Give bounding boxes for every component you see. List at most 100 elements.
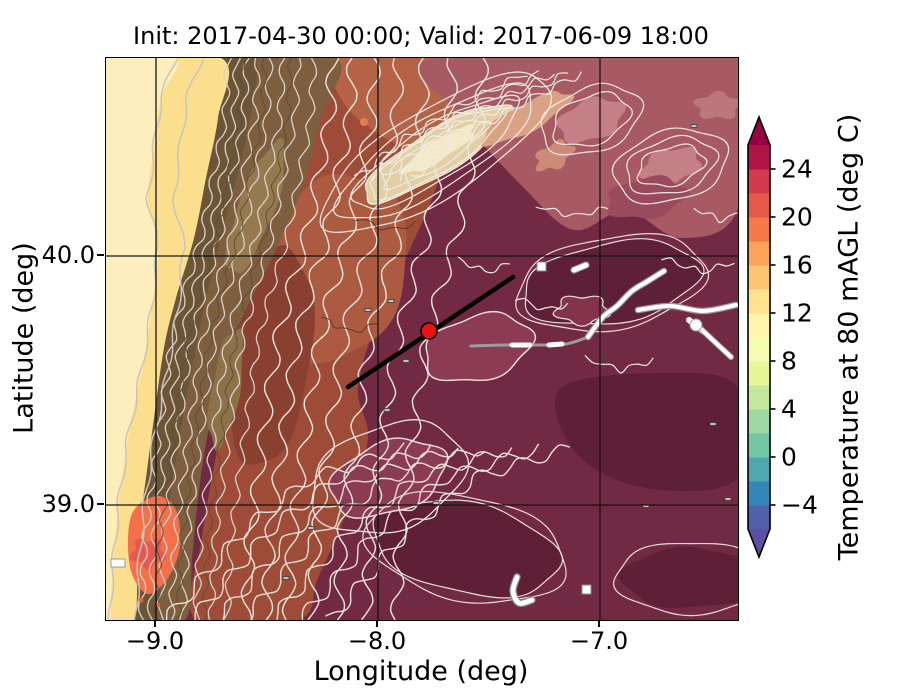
- contour-line: [261, 58, 358, 620]
- contour-line: [362, 490, 567, 604]
- map-spot: [156, 603, 160, 607]
- contour-line: [612, 542, 738, 617]
- contour-line: [540, 82, 645, 156]
- colorbar-over-arrow: [748, 117, 770, 145]
- town-marker: [383, 408, 391, 412]
- colorbar-segment: [748, 481, 770, 506]
- colorbar-segment: [748, 193, 770, 218]
- contour-line: [636, 143, 708, 188]
- colorbar-segment: [748, 337, 770, 362]
- map-plot: [106, 58, 738, 620]
- river-line: [469, 335, 590, 348]
- colorbar-segment: [748, 169, 770, 194]
- contour-line: [146, 58, 242, 620]
- colorbar-segment: [748, 313, 770, 338]
- contour-line: [333, 82, 532, 219]
- colorbar-tick-label: 20: [781, 202, 813, 232]
- contour-line: [319, 71, 553, 233]
- colorbar-tick-label: 16: [781, 250, 813, 280]
- river-line: [586, 269, 666, 339]
- contour-line: [535, 206, 609, 218]
- map-plot-frame: [105, 57, 739, 621]
- contour-line: [307, 58, 405, 620]
- colorbar-segment: [748, 241, 770, 266]
- contour-line: [281, 58, 381, 620]
- map-spot: [689, 318, 703, 332]
- colorbar-tick-label: 12: [781, 298, 813, 328]
- contour-line: [399, 72, 569, 182]
- contour-line: [693, 207, 738, 224]
- contour-line: [325, 444, 570, 617]
- town-marker: [282, 576, 290, 580]
- colorbar-label: Temperature at 80 mAGL (deg C): [833, 113, 865, 561]
- contour-line: [552, 91, 633, 147]
- map-region-olive-band: [131, 58, 342, 620]
- map-region-pale-yellow: [106, 58, 179, 620]
- contour-line: [156, 58, 250, 620]
- contour-line: [107, 58, 179, 620]
- x-tick-label: −9.0: [125, 627, 185, 655]
- colorbar-outline: [747, 114, 771, 560]
- x-tick-mark: [376, 620, 378, 627]
- contour-line: [611, 127, 730, 205]
- colorbar-tick-label: 0: [781, 442, 797, 472]
- contour-line: [350, 94, 521, 210]
- map-spot: [360, 118, 368, 126]
- x-tick-label: −7.0: [569, 627, 629, 655]
- y-axis-label: Latitude (deg): [8, 242, 40, 434]
- colorbar: [747, 114, 776, 560]
- colorbar-tick-label: 8: [781, 346, 797, 376]
- map-region-rose-light-3: [693, 90, 738, 120]
- colorbar-segment: [748, 433, 770, 458]
- colorbar-segment: [748, 457, 770, 482]
- contour-line: [661, 257, 735, 275]
- y-tick-mark: [97, 254, 104, 256]
- contour-line: [137, 58, 233, 620]
- map-spot: [581, 584, 592, 595]
- y-tick-mark: [97, 503, 104, 505]
- colorbar-segment: [748, 217, 770, 242]
- map-region-rose-salmon: [535, 139, 576, 172]
- contour-line: [584, 354, 654, 374]
- colorbar-segment: [748, 265, 770, 290]
- contour-line: [179, 58, 274, 620]
- contour-line: [133, 58, 205, 620]
- map-region-dark-c: [372, 499, 564, 599]
- town-marker: [364, 308, 372, 312]
- contour-line: [383, 119, 492, 191]
- colorbar-segment: [748, 361, 770, 386]
- town-marker: [402, 359, 410, 363]
- contour-line: [153, 58, 246, 620]
- x-tick-mark: [598, 620, 600, 627]
- colorbar-segment: [748, 385, 770, 410]
- contour-line: [333, 58, 430, 620]
- colorbar-segment: [748, 145, 770, 170]
- contour-line: [456, 255, 511, 274]
- river-line: [698, 326, 733, 359]
- town-marker: [307, 526, 315, 530]
- river-line: [546, 341, 565, 348]
- x-tick-mark: [154, 620, 156, 627]
- river-line: [636, 303, 738, 314]
- town-marker: [724, 497, 732, 501]
- y-tick-label: 40.0: [41, 241, 95, 269]
- contour-line: [202, 58, 294, 620]
- contour-line: [240, 58, 340, 620]
- colorbar-segment: [748, 289, 770, 314]
- town-marker: [690, 124, 698, 128]
- contour-line: [353, 75, 528, 177]
- town-marker: [432, 501, 440, 505]
- colorbar-tick-label: 4: [781, 394, 797, 424]
- map-spot: [110, 558, 126, 568]
- map-region-dark-b: [555, 372, 738, 492]
- contour-line: [165, 442, 405, 620]
- colorbar-tick-label: 24: [781, 154, 813, 184]
- contour-line: [360, 58, 459, 620]
- map-region-wine-4: [607, 175, 690, 219]
- town-marker: [387, 299, 395, 303]
- colorbar-segment: [748, 505, 770, 530]
- colorbar-segment: [748, 409, 770, 434]
- map-region-olive-ridge-1: [224, 137, 285, 274]
- colorbar-tick-label: −4: [781, 490, 818, 520]
- town-marker: [709, 422, 717, 426]
